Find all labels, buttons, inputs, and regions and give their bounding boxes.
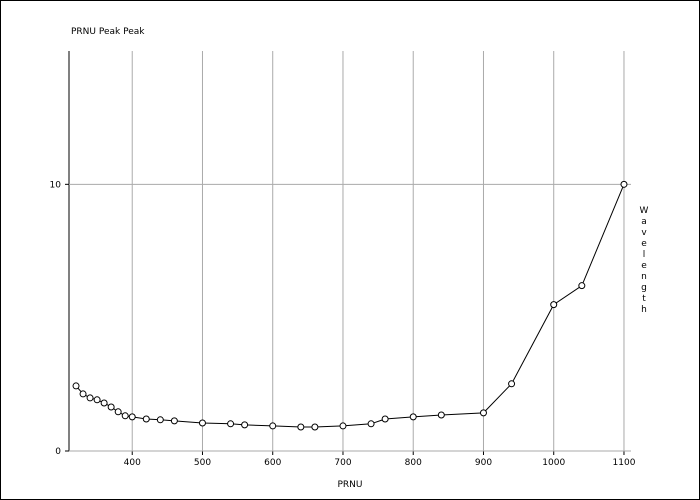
marker	[550, 301, 558, 309]
marker	[142, 415, 150, 423]
marker	[86, 394, 94, 402]
marker	[409, 413, 417, 421]
marker	[227, 420, 235, 428]
x-axis-label: PRNU	[337, 480, 362, 490]
chart-title: PRNU Peak Peak	[71, 27, 145, 37]
marker	[381, 415, 389, 423]
y-tick-label: 0	[55, 447, 61, 457]
marker	[311, 423, 319, 431]
x-tick-label: 600	[264, 458, 281, 468]
marker	[128, 413, 136, 421]
y-tick-label: 10	[50, 180, 62, 190]
marker	[620, 180, 628, 188]
marker	[297, 423, 305, 431]
x-tick-label: 900	[475, 458, 492, 468]
line	[75, 184, 625, 428]
marker	[578, 282, 586, 290]
marker	[339, 422, 347, 430]
x-tick-label: 1000	[542, 458, 565, 468]
y-axis-label: Wavelength	[639, 206, 649, 316]
x-tick-label: 400	[124, 458, 141, 468]
marker	[198, 419, 206, 427]
marker	[79, 390, 87, 398]
marker	[121, 412, 129, 420]
marker	[269, 422, 277, 430]
x-tick-label: 800	[405, 458, 422, 468]
marker	[156, 416, 164, 424]
marker	[72, 382, 80, 390]
marker	[508, 380, 516, 388]
x-tick-label: 1100	[613, 458, 636, 468]
marker	[114, 408, 122, 416]
marker	[107, 403, 115, 411]
marker	[93, 396, 101, 404]
marker	[367, 420, 375, 428]
x-tick-label: 500	[194, 458, 211, 468]
marker	[170, 417, 178, 425]
marker	[479, 409, 487, 417]
marker	[241, 421, 249, 429]
x-tick-label: 700	[334, 458, 351, 468]
marker	[100, 399, 108, 407]
marker	[437, 411, 445, 419]
